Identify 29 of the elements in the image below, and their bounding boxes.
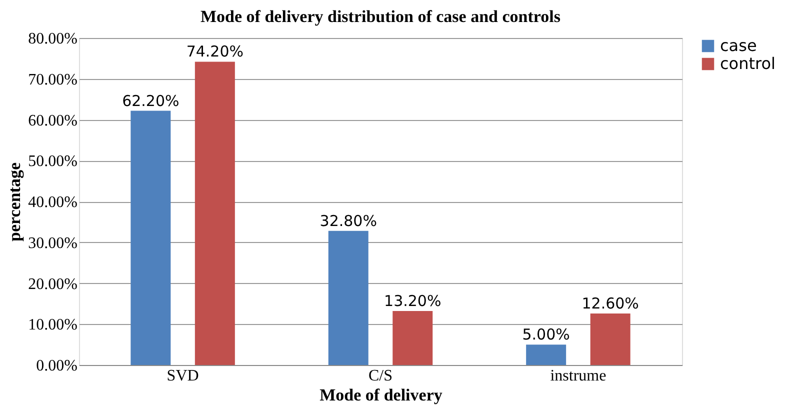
y-tick-label: 20.00%	[28, 276, 78, 293]
data-label: 74.20%	[186, 42, 244, 61]
y-tick-label: 80.00%	[28, 30, 78, 48]
bar	[526, 344, 566, 365]
y-tick-label: 60.00%	[28, 112, 78, 130]
data-label: 13.20%	[384, 292, 442, 310]
data-label: 12.60%	[582, 294, 639, 312]
y-tick-label: 70.00%	[28, 71, 78, 88]
y-tick-label: 30.00%	[28, 234, 78, 252]
legend-label: control	[720, 54, 776, 73]
x-axis-title: Mode of delivery	[320, 386, 443, 404]
bar	[194, 62, 235, 365]
x-tick-label: C/S	[368, 368, 393, 384]
data-label: 32.80%	[320, 212, 377, 230]
legend-label: case	[720, 36, 757, 55]
x-tick-label: instrume	[550, 368, 606, 384]
bar	[392, 311, 433, 365]
x-tick-label: SVD	[166, 368, 199, 384]
data-label: 62.20%	[122, 92, 180, 110]
bar	[130, 110, 171, 365]
bar	[590, 314, 630, 365]
y-axis-title: percentage	[5, 162, 24, 242]
y-tick-label: 50.00%	[28, 153, 78, 170]
y-tick-label: 0.00%	[36, 358, 78, 374]
bar	[328, 230, 368, 365]
y-tick-label: 10.00%	[28, 316, 78, 334]
data-label: 5.00%	[522, 326, 570, 344]
y-tick-label: 40.00%	[28, 194, 78, 211]
chart-title: Mode of delivery distribution of case and controls	[200, 7, 561, 26]
